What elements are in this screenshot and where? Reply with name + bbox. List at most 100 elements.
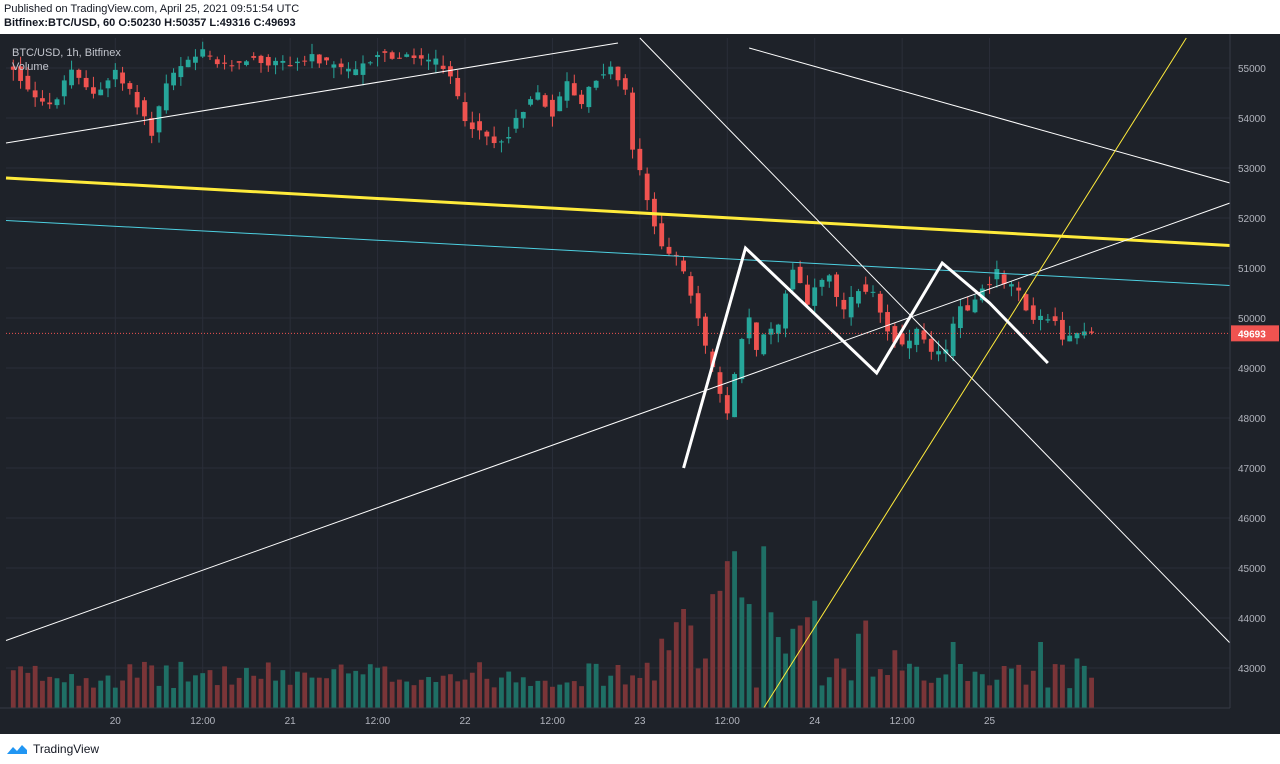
candle-body: [542, 95, 548, 107]
candle-body: [455, 77, 461, 97]
candle-body: [579, 94, 584, 105]
time-axis[interactable]: 20 12:00 21 12:00 22 12:00 23 12:00 24 12:00 25: [0, 707, 1280, 734]
candle-body: [914, 328, 920, 345]
volume-bar: [40, 680, 45, 708]
price-tick-label: 45000: [1238, 564, 1266, 575]
candle-body: [18, 66, 23, 81]
candle-body: [659, 223, 665, 247]
volume-bar: [870, 676, 876, 708]
volume-bar: [83, 678, 89, 708]
candle-body: [994, 269, 1000, 280]
volume-bar: [819, 685, 825, 708]
volume-bar: [134, 677, 140, 708]
price-chart[interactable]: 43000 44000 45000 46000 47000 48000 49000 50000…: [0, 34, 1280, 734]
candle-body: [979, 288, 985, 301]
volume-bar: [309, 677, 315, 708]
volume-bar: [1089, 677, 1094, 708]
candle-body: [826, 275, 832, 282]
volume-bar: [958, 664, 963, 708]
volume-bar: [703, 658, 708, 708]
candle-body: [892, 326, 898, 343]
candle-body: [105, 80, 111, 89]
volume-bar: [375, 667, 380, 708]
volume-bar: [826, 677, 832, 708]
candle-body: [178, 66, 184, 78]
volume-bar: [615, 664, 621, 708]
volume-bar: [258, 678, 264, 708]
candle-body: [834, 274, 839, 297]
tradingview-footer[interactable]: TradingView: [6, 740, 99, 758]
volume-bar: [207, 670, 213, 708]
candle-body: [295, 61, 300, 64]
volume-bar: [251, 675, 257, 708]
volume-bar: [1023, 684, 1029, 708]
chart-legend-symbol: BTC/USD, 1h, Bitfinex: [12, 47, 121, 59]
trendlines: [5, 37, 1231, 709]
volume-bar: [790, 628, 796, 708]
volume-bar: [775, 637, 781, 708]
volume-bar: [47, 676, 53, 708]
volume-bar: [630, 675, 635, 708]
candle-body: [695, 293, 701, 319]
volume-bar: [120, 680, 125, 708]
candle-body: [185, 59, 191, 68]
volume-bar: [907, 663, 912, 708]
candle-body: [601, 74, 606, 76]
volume-bar: [732, 551, 737, 708]
candle-body: [593, 80, 599, 88]
candle-body: [666, 246, 672, 254]
price-axis[interactable]: 43000 44000 45000 46000 47000 48000 49000 50000…: [1229, 34, 1280, 734]
candle-body: [1023, 294, 1029, 311]
volume-bar: [491, 687, 497, 708]
volume-bar: [244, 667, 249, 708]
volume-bar: [972, 671, 978, 708]
candle-body: [397, 57, 402, 59]
price-tick-label: 50000: [1238, 314, 1266, 325]
candle-body: [761, 334, 767, 355]
volume-bar: [644, 662, 650, 708]
volume-bar: [331, 669, 337, 708]
candle-body: [382, 51, 388, 53]
volume-bar: [673, 622, 679, 708]
candle-body: [346, 68, 351, 72]
candle-body: [69, 69, 74, 86]
candle-body: [200, 49, 206, 57]
price-tick-label: 55000: [1238, 64, 1266, 75]
candle-body: [316, 54, 322, 64]
volume-bar: [921, 680, 927, 708]
candle-body: [222, 62, 227, 64]
candle-body: [564, 81, 570, 101]
candle-body: [404, 54, 410, 57]
candle-body: [870, 291, 876, 293]
white-upper-channel-line: [5, 42, 619, 144]
candle-body: [448, 66, 453, 77]
volume-bar: [965, 681, 971, 708]
volume-bar: [469, 672, 475, 708]
candle-body: [746, 317, 752, 339]
time-tick-label: 22: [459, 716, 471, 727]
candle-body: [1030, 305, 1036, 320]
candle-body: [258, 55, 264, 64]
volume-bar: [856, 633, 861, 708]
volume-bar: [1030, 670, 1036, 708]
candle-body: [134, 92, 140, 108]
volume-bar: [746, 604, 752, 708]
volume-bar: [156, 685, 162, 708]
volume-bar: [1067, 688, 1073, 708]
volume-bar: [448, 674, 453, 708]
volume-bar: [994, 679, 1000, 708]
candle-body: [418, 55, 424, 59]
candle-body: [484, 131, 490, 137]
candle-body: [754, 322, 759, 350]
time-tick-label: 20: [110, 716, 122, 727]
volume-bar: [892, 650, 898, 708]
candle-body: [841, 299, 847, 310]
volume-bar: [214, 685, 220, 708]
candle-body: [10, 66, 16, 70]
price-tick-label: 44000: [1238, 614, 1266, 625]
volume-bar: [877, 669, 883, 708]
candle-body: [499, 141, 504, 143]
price-axis-background: [1230, 34, 1280, 734]
volume-bar: [987, 685, 992, 708]
time-tick-label: 12:00: [715, 716, 740, 727]
